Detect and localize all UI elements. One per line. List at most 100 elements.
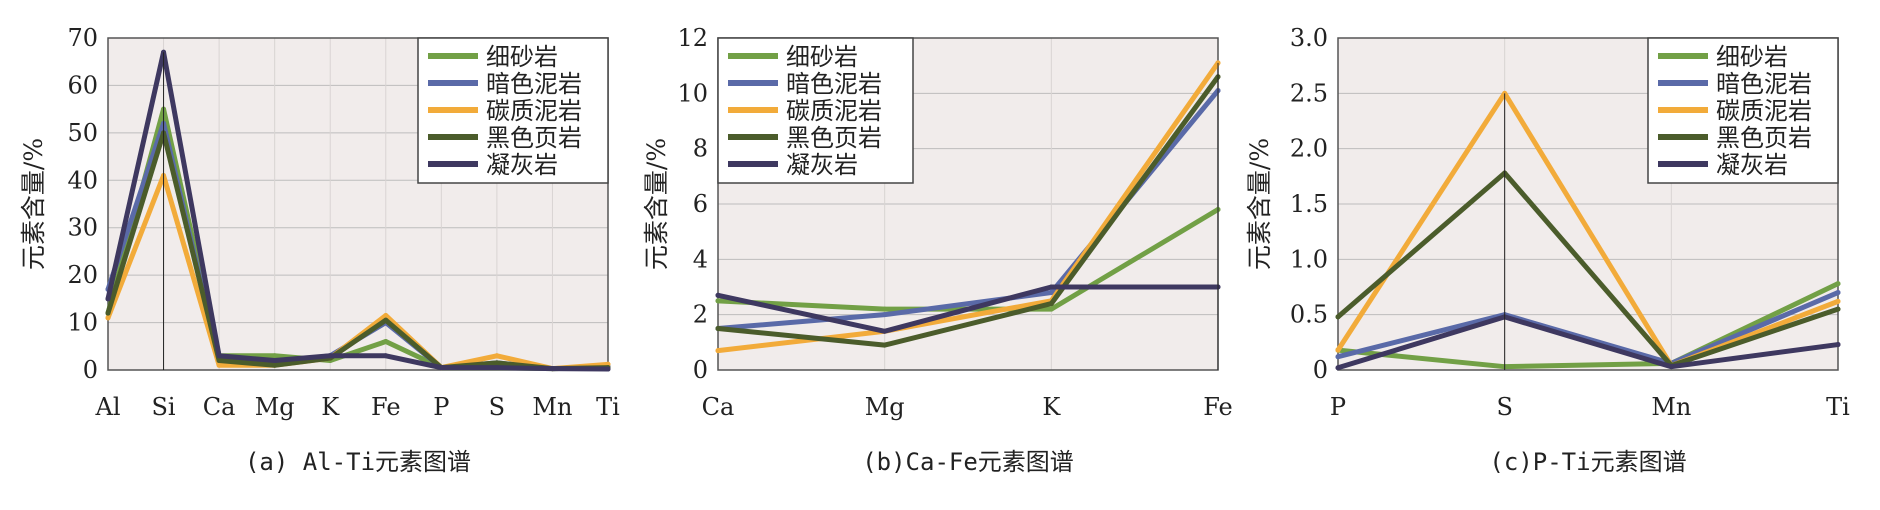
legend-label: 凝灰岩 <box>486 151 558 179</box>
data-point <box>383 353 389 359</box>
panel-caption: (b)Ca-Fe元素图谱 <box>862 448 1074 476</box>
legend-label: 细砂岩 <box>486 43 558 71</box>
legend-label: 碳质泥岩 <box>786 97 882 125</box>
y-tick-label: 2 <box>693 301 708 329</box>
data-point <box>438 365 444 371</box>
data-point <box>715 292 721 298</box>
series-line-1 <box>1335 290 1841 366</box>
y-tick-label: 0.5 <box>1290 301 1328 329</box>
x-tick-label: Ca <box>203 393 236 421</box>
data-point <box>882 312 888 318</box>
legend-box <box>717 37 914 184</box>
x-tick-label: S <box>1496 393 1512 421</box>
data-point <box>272 353 278 359</box>
y-tick-label: 2.5 <box>1290 79 1328 107</box>
data-point <box>327 353 333 359</box>
y-tick-label: 2.0 <box>1290 135 1328 163</box>
y-axis-label: 元素含量/% <box>1245 138 1274 270</box>
series-line-0 <box>1335 281 1841 370</box>
y-tick-label: 70 <box>67 24 98 52</box>
y-tick-label: 0 <box>1313 356 1328 384</box>
x-tick-label: P <box>1330 393 1346 421</box>
y-tick-label: 10 <box>67 309 98 337</box>
data-point <box>715 348 721 354</box>
legend-label: 暗色泥岩 <box>1716 70 1812 98</box>
x-tick-label: Mn <box>532 393 572 421</box>
data-point <box>1835 342 1841 348</box>
y-tick-label: 0 <box>83 356 98 384</box>
data-point <box>105 310 111 316</box>
data-point <box>1835 306 1841 312</box>
x-tick-label: P <box>433 393 449 421</box>
data-point <box>882 328 888 334</box>
data-point <box>272 362 278 368</box>
data-point <box>272 358 278 364</box>
data-point <box>1335 314 1341 320</box>
x-tick-label: Fe <box>371 393 401 421</box>
legend-label: 碳质泥岩 <box>486 97 582 125</box>
series-line-2 <box>1335 90 1841 369</box>
series-line-4 <box>1335 314 1841 371</box>
series-line-3 <box>1335 170 1841 369</box>
legend-label: 凝灰岩 <box>786 151 858 179</box>
legend-label: 细砂岩 <box>1716 43 1788 71</box>
y-tick-label: 60 <box>67 71 98 99</box>
data-point <box>1048 284 1054 290</box>
panel-caption: (a) Al-Ti元素图谱 <box>245 448 471 476</box>
series-line-4 <box>105 49 611 372</box>
y-tick-label: 40 <box>67 166 98 194</box>
series-line-2 <box>715 60 1221 354</box>
data-point <box>715 298 721 304</box>
y-tick-label: 6 <box>693 190 708 218</box>
legend-label: 细砂岩 <box>786 43 858 71</box>
y-tick-label: 1.5 <box>1290 190 1328 218</box>
data-point <box>383 317 389 323</box>
data-point <box>882 306 888 312</box>
series-line-4 <box>715 284 1221 334</box>
y-tick-label: 20 <box>67 261 98 289</box>
y-axis-label: 元素含量/% <box>19 138 48 270</box>
legend-label: 凝灰岩 <box>1716 151 1788 179</box>
data-point <box>216 362 222 368</box>
plot-frame <box>1337 37 1839 371</box>
y-tick-label: 4 <box>693 245 708 273</box>
x-tick-label: Mg <box>865 393 905 421</box>
x-tick-label: Ca <box>702 393 735 421</box>
data-point <box>1835 298 1841 304</box>
y-tick-label: 10 <box>677 79 708 107</box>
data-point <box>1835 290 1841 296</box>
data-point <box>1335 354 1341 360</box>
legend-label: 暗色泥岩 <box>786 70 882 98</box>
y-tick-label: 1.0 <box>1290 245 1328 273</box>
x-tick-label: K <box>1042 393 1061 421</box>
y-tick-label: 8 <box>693 135 708 163</box>
x-tick-label: Ti <box>596 393 620 421</box>
data-point <box>105 315 111 321</box>
legend-label: 黑色页岩 <box>486 124 582 152</box>
data-point <box>1048 290 1054 296</box>
data-point <box>605 366 611 372</box>
x-tick-label: Si <box>151 393 175 421</box>
data-point <box>1048 301 1054 307</box>
plot-frame <box>107 37 609 371</box>
data-point <box>216 358 222 364</box>
x-tick-label: Fe <box>1203 393 1233 421</box>
data-point <box>105 296 111 302</box>
x-tick-label: K <box>321 393 340 421</box>
y-tick-label: 50 <box>67 119 98 147</box>
data-point <box>216 353 222 359</box>
chart-panel-2: 0 0.5 1.0 1.5 2.0 2.5 3.0 P S Mn Ti 细砂岩暗色泥岩碳质泥岩黑色页岩… <box>1245 24 1850 476</box>
data-point <box>1835 281 1841 287</box>
data-point <box>1668 364 1674 370</box>
legend-label: 黑色页岩 <box>1716 124 1812 152</box>
data-point <box>383 339 389 345</box>
data-point <box>494 360 500 366</box>
x-tick-label: Mg <box>255 393 295 421</box>
x-tick-label: Ti <box>1826 393 1850 421</box>
legend-label: 暗色泥岩 <box>486 70 582 98</box>
data-point <box>383 312 389 318</box>
panel-caption: (c)P-Ti元素图谱 <box>1489 448 1686 476</box>
